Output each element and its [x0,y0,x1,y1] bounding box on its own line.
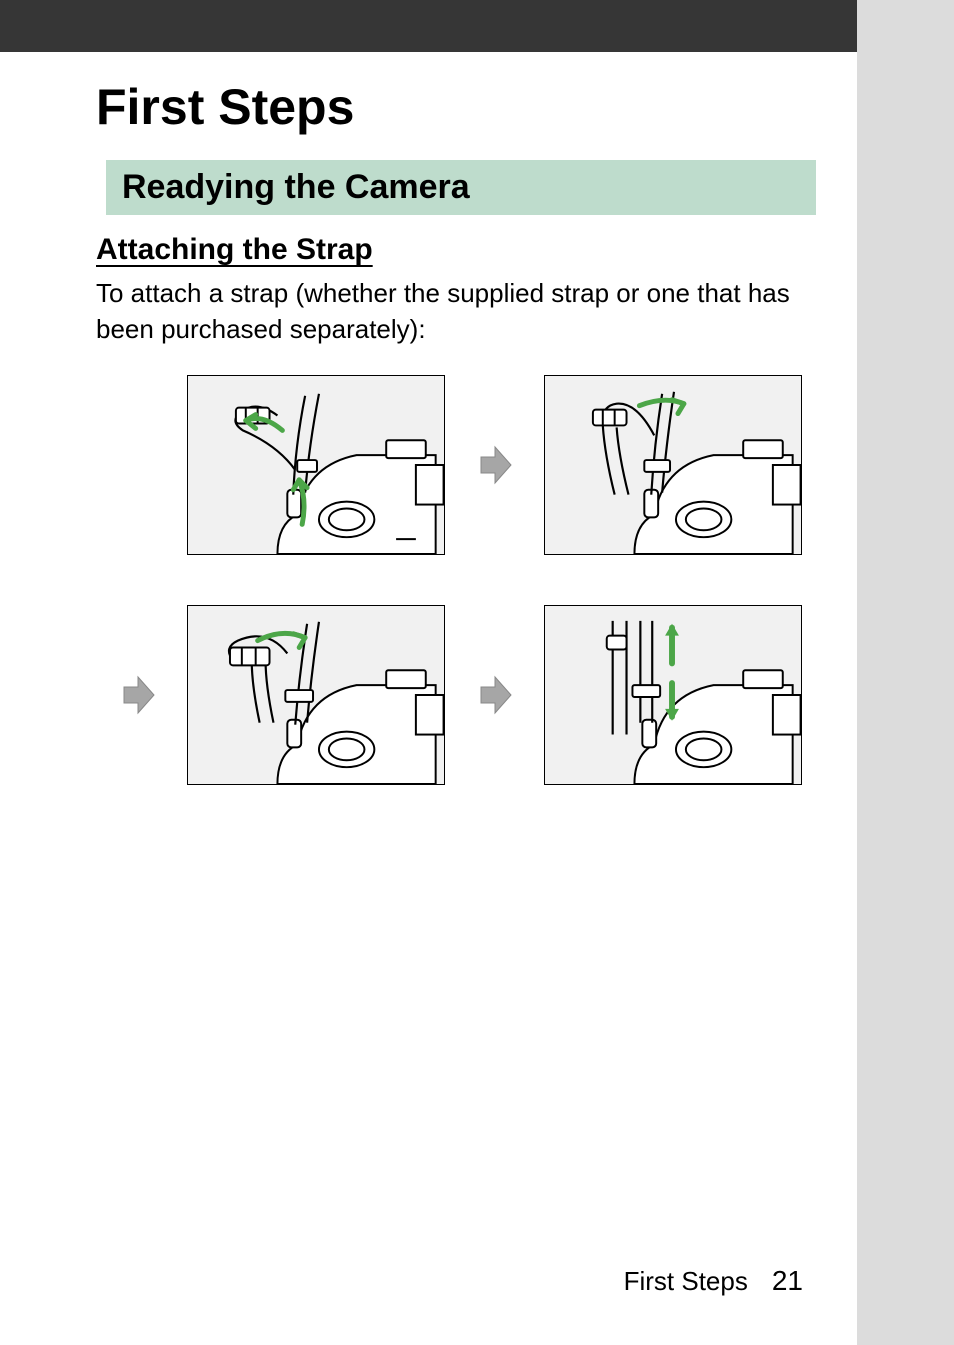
sequence-arrow-icon [463,675,528,715]
diagram-grid [106,370,816,790]
content-area: First Steps Readying the Camera Attachin… [96,78,816,790]
footer-section: First Steps [624,1266,748,1297]
diagram-step-1 [187,375,445,555]
sequence-arrow-icon [106,675,171,715]
diagram-step-3 [187,605,445,785]
subsection-title: Attaching the Strap [96,233,816,267]
header-bar [0,0,857,52]
page-sidebar [857,0,954,1345]
section-title: Readying the Camera [122,168,800,207]
page-footer: First Steps 21 [624,1265,803,1297]
diagram-step-2 [544,375,802,555]
diagram-step-4 [544,605,802,785]
chapter-title: First Steps [96,78,816,136]
section-title-bar: Readying the Camera [106,160,816,215]
body-text: To attach a strap (whether the supplied … [96,275,816,348]
page-content: First Steps Readying the Camera Attachin… [0,0,857,1345]
sequence-arrow-icon [463,445,528,485]
page-number: 21 [772,1265,803,1297]
